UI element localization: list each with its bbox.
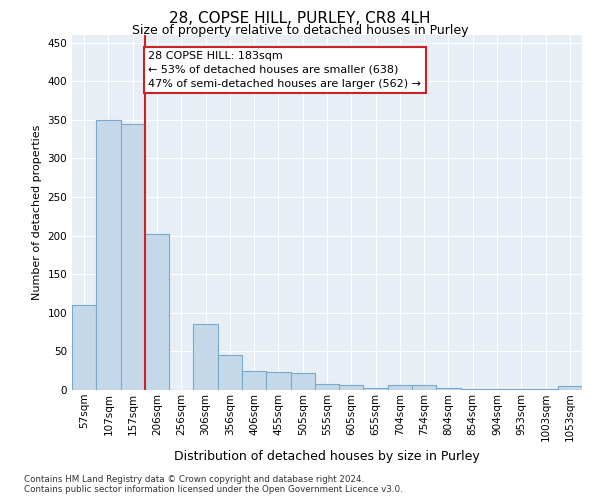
Bar — [145, 234, 169, 390]
Bar — [436, 388, 461, 390]
Text: 28, COPSE HILL, PURLEY, CR8 4LH: 28, COPSE HILL, PURLEY, CR8 4LH — [169, 11, 431, 26]
Bar — [193, 324, 218, 390]
Bar — [121, 124, 145, 390]
Bar — [388, 384, 412, 390]
Bar — [96, 120, 121, 390]
Bar — [485, 389, 509, 390]
Bar — [509, 389, 533, 390]
Text: 28 COPSE HILL: 183sqm
← 53% of detached houses are smaller (638)
47% of semi-det: 28 COPSE HILL: 183sqm ← 53% of detached … — [149, 51, 421, 89]
Text: Contains HM Land Registry data © Crown copyright and database right 2024.
Contai: Contains HM Land Registry data © Crown c… — [24, 474, 403, 494]
Bar — [364, 388, 388, 390]
Bar — [218, 354, 242, 390]
Y-axis label: Number of detached properties: Number of detached properties — [32, 125, 42, 300]
Bar — [315, 384, 339, 390]
Bar — [533, 389, 558, 390]
X-axis label: Distribution of detached houses by size in Purley: Distribution of detached houses by size … — [174, 450, 480, 462]
Bar — [412, 384, 436, 390]
Bar — [461, 389, 485, 390]
Bar — [339, 384, 364, 390]
Bar — [72, 305, 96, 390]
Bar — [266, 372, 290, 390]
Bar — [242, 370, 266, 390]
Bar — [558, 386, 582, 390]
Text: Size of property relative to detached houses in Purley: Size of property relative to detached ho… — [132, 24, 468, 37]
Bar — [290, 373, 315, 390]
